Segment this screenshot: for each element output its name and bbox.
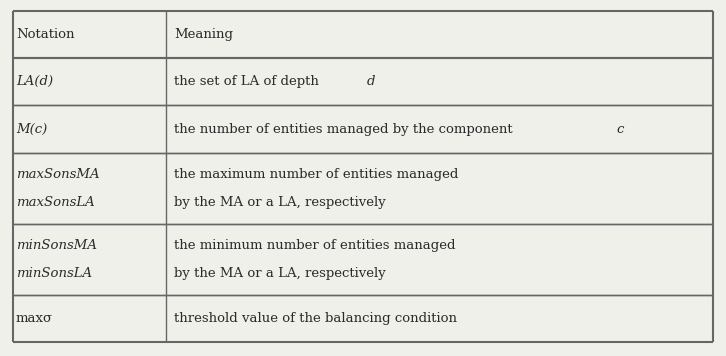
Text: the maximum number of entities managed: the maximum number of entities managed	[174, 168, 459, 180]
Text: by the MA or a LA, respectively: by the MA or a LA, respectively	[174, 196, 386, 209]
Text: minSonsLA: minSonsLA	[16, 267, 92, 280]
Text: the set of LA of depth: the set of LA of depth	[174, 75, 323, 88]
Text: threshold value of the balancing condition: threshold value of the balancing conditi…	[174, 312, 457, 325]
Text: the number of entities managed by the component: the number of entities managed by the co…	[174, 122, 517, 136]
Text: LA(d): LA(d)	[16, 75, 53, 88]
Text: d: d	[367, 75, 375, 88]
Text: maxSonsMA: maxSonsMA	[16, 168, 99, 180]
Text: M(c): M(c)	[16, 122, 47, 136]
Text: maxSonsLA: maxSonsLA	[16, 196, 94, 209]
Text: c: c	[616, 122, 624, 136]
Text: the minimum number of entities managed: the minimum number of entities managed	[174, 239, 456, 252]
Text: maxσ: maxσ	[16, 312, 53, 325]
Text: Notation: Notation	[16, 28, 75, 41]
Text: minSonsMA: minSonsMA	[16, 239, 97, 252]
Text: by the MA or a LA, respectively: by the MA or a LA, respectively	[174, 267, 386, 280]
Text: Meaning: Meaning	[174, 28, 233, 41]
